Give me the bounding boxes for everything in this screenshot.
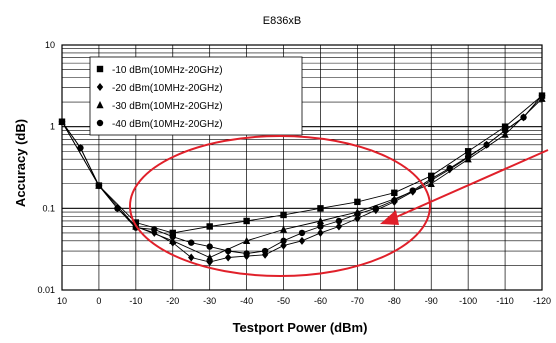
- data-point: [428, 175, 435, 182]
- data-point: [261, 247, 269, 255]
- legend-marker: [96, 119, 104, 127]
- data-point: [169, 236, 177, 245]
- legend: -10 dBm(10MHz-20GHz) -20 dBm(10MHz-20GHz)…: [89, 56, 303, 136]
- chart-title: E836xB: [263, 15, 302, 27]
- x-tick-label: -40: [240, 296, 253, 306]
- data-point: [372, 205, 380, 212]
- annotation: [129, 135, 549, 277]
- x-tick-label: -80: [388, 296, 401, 306]
- data-point: [114, 205, 121, 212]
- y-axis-title: Accuracy (dB): [13, 119, 28, 207]
- data-point: [317, 228, 324, 237]
- data-point: [206, 223, 213, 230]
- data-point: [77, 144, 84, 152]
- annotation-arrow-line: [384, 149, 549, 223]
- series-4: [58, 92, 546, 257]
- x-tick-label: -110: [496, 296, 513, 306]
- legend-entry: -30 dBm(10MHz-20GHz): [112, 101, 223, 112]
- data-point: [298, 236, 306, 245]
- highlight-ellipse: [129, 135, 431, 277]
- data-point: [354, 198, 361, 206]
- data-point: [206, 253, 214, 261]
- data-point: [446, 165, 453, 172]
- data-point: [169, 233, 176, 240]
- data-point: [95, 182, 103, 189]
- data-point: [243, 217, 250, 225]
- x-tick-label: -30: [203, 296, 216, 306]
- data-point: [316, 216, 325, 225]
- x-tick-label: 0: [96, 296, 101, 306]
- data-point: [280, 237, 287, 245]
- data-point: [427, 179, 435, 187]
- data-point: [224, 247, 232, 255]
- data-point: [464, 153, 472, 160]
- x-tick-label: 10: [57, 296, 67, 306]
- series-line: [61, 95, 543, 234]
- data-point: [243, 236, 251, 245]
- data-point: [279, 225, 288, 233]
- data-point: [464, 148, 472, 155]
- legend-marker: [96, 83, 104, 91]
- legend-marker: [96, 101, 104, 109]
- x-tick-label: -70: [351, 296, 364, 306]
- data-point: [520, 114, 527, 121]
- data-point: [354, 210, 361, 218]
- data-point: [206, 243, 213, 250]
- data-point: [483, 141, 490, 148]
- data-point: [335, 217, 343, 225]
- legend-box: [89, 56, 303, 136]
- x-tick-label: -100: [459, 296, 477, 306]
- data-point: [243, 250, 250, 257]
- data-point: [151, 226, 158, 233]
- legend-entry: -10 dBm(10MHz-20GHz): [112, 65, 223, 76]
- y-tick-label: 0.1: [42, 203, 55, 213]
- data-point: [298, 229, 306, 237]
- y-tick-label: 1: [50, 122, 55, 132]
- y-tick-label: 0.01: [37, 285, 55, 295]
- legend-marker: [96, 65, 104, 73]
- x-tick-label: -20: [166, 296, 179, 306]
- data-point: [169, 229, 176, 237]
- data-point: [224, 253, 232, 262]
- axes: 10 0 -10 -20 -30 -40 -50 -60 -70 -80 -90 -100 -110 -1…: [37, 40, 551, 306]
- data-point: [317, 223, 324, 230]
- x-tick-label: -120: [533, 296, 551, 306]
- annotation-arrowhead: [380, 210, 399, 225]
- data-point: [280, 211, 287, 219]
- x-tick-label: -50: [277, 296, 290, 306]
- data-point: [538, 92, 546, 99]
- x-axis-title: Testport Power (dBm): [233, 320, 368, 335]
- data-point: [501, 127, 509, 134]
- data-point: [409, 187, 416, 194]
- data-point: [335, 222, 343, 231]
- data-point: [188, 239, 195, 246]
- x-tick-label: -60: [314, 296, 327, 306]
- data-point: [501, 130, 509, 138]
- legend-entry: -40 dBm(10MHz-20GHz): [112, 119, 223, 130]
- data-point: [391, 189, 398, 196]
- data-point: [391, 197, 398, 204]
- x-tick-label: -90: [425, 296, 438, 306]
- series-layer: [58, 91, 546, 267]
- legend-entry: -20 dBm(10MHz-20GHz): [112, 83, 223, 94]
- data-point: [58, 118, 66, 125]
- plot-frame: [61, 44, 543, 291]
- data-point: [317, 205, 324, 212]
- x-tick-label: -10: [129, 296, 142, 306]
- y-tick-label: 10: [45, 40, 55, 50]
- series-line: [61, 98, 543, 258]
- data-point: [188, 253, 195, 262]
